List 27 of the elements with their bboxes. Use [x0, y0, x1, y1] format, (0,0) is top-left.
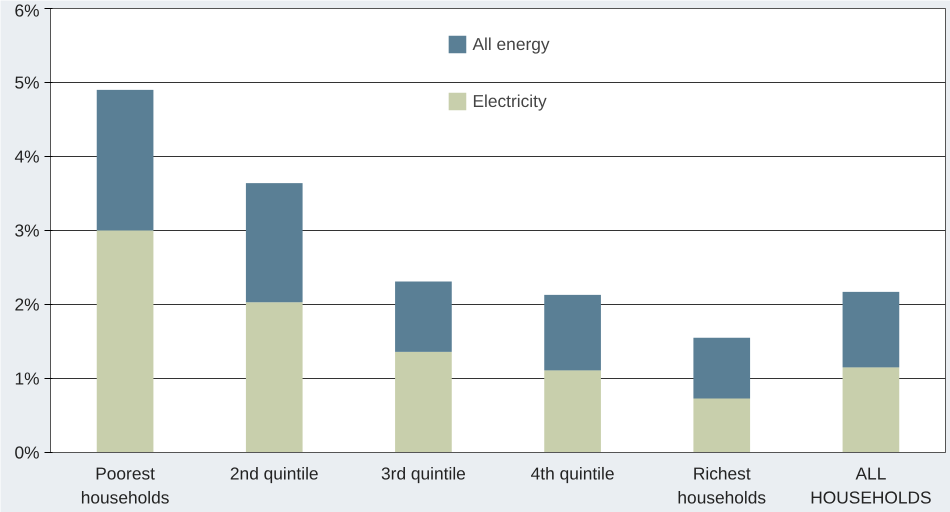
x-tick-label: 2nd quintile — [230, 464, 319, 484]
bar — [395, 282, 452, 352]
bar — [96, 230, 154, 452]
bar — [246, 302, 303, 452]
bar — [693, 338, 750, 398]
bar — [693, 398, 750, 452]
x-tick-label: 3rd quintile — [381, 464, 466, 484]
bar — [246, 183, 303, 302]
bar — [96, 90, 154, 230]
bar — [544, 294, 601, 370]
y-tick-label: 5% — [14, 72, 40, 92]
y-tick-label: 0% — [14, 442, 40, 462]
y-tick-label: 6% — [14, 0, 40, 20]
bar — [395, 352, 452, 452]
legend-label: Electricity — [472, 90, 547, 112]
bar — [842, 292, 900, 368]
legend-label: All energy — [472, 34, 550, 54]
y-tick-label: 2% — [14, 294, 40, 314]
x-tick-label: Richest households — [677, 464, 766, 508]
x-tick-label: ALL HOUSEHOLDS — [810, 464, 932, 508]
y-tick-label: 1% — [14, 368, 40, 388]
y-tick-label: 3% — [14, 220, 40, 240]
y-tick-label: 4% — [14, 146, 40, 166]
x-tick-label: 4th quintile — [530, 464, 615, 484]
bar — [842, 367, 900, 452]
x-tick-label: Poorest households — [80, 464, 170, 508]
bar — [544, 370, 601, 452]
